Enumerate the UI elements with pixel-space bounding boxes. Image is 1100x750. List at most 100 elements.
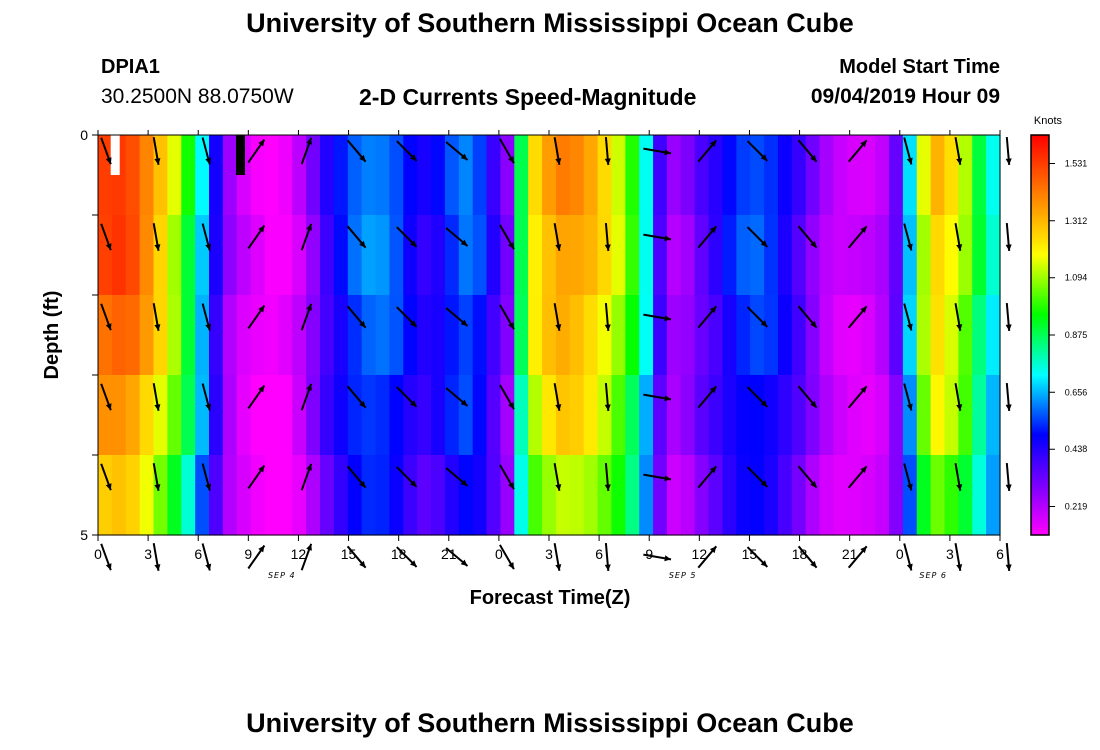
heatmap-cell	[528, 375, 543, 456]
heatmap-cell	[458, 295, 474, 376]
current-arrow	[201, 383, 212, 411]
heatmap-cell	[472, 135, 488, 216]
current-arrow	[100, 463, 112, 491]
heatmap-cell	[514, 135, 529, 216]
heatmap-cell	[750, 375, 765, 456]
current-arrow	[1005, 463, 1012, 491]
x-tick-label: 18	[391, 546, 407, 562]
heatmap-cell	[153, 375, 168, 456]
heatmap-cell	[639, 295, 654, 376]
colorbar-tick-label: 0.438	[1065, 444, 1088, 454]
current-arrow	[643, 393, 672, 402]
heatmap-cell	[916, 375, 932, 456]
y-tick-label: 0	[80, 127, 88, 143]
heatmap-cell	[916, 215, 932, 296]
x-tick-label: 12	[692, 546, 708, 562]
heatmap-cell	[500, 455, 515, 536]
heatmap-cell	[320, 375, 335, 456]
heatmap-cell	[569, 135, 585, 216]
current-arrow	[697, 225, 718, 249]
heatmap-cell	[639, 215, 654, 296]
missing-data-cell	[236, 135, 245, 175]
heatmap-cell	[764, 215, 779, 296]
heatmap-cell	[986, 135, 1001, 216]
current-arrow	[100, 383, 112, 411]
current-arrow	[300, 463, 313, 491]
heatmap-cell	[930, 215, 946, 296]
current-arrow	[445, 387, 469, 407]
heatmap-cell	[417, 135, 432, 216]
date-label: SEP 6	[919, 571, 947, 580]
x-tick-label: 15	[341, 546, 357, 562]
current-arrow	[346, 465, 367, 489]
heatmap-cell	[569, 215, 585, 296]
current-arrow	[847, 465, 868, 489]
heatmap-cell	[167, 455, 182, 536]
heatmap-cell	[417, 295, 432, 376]
heatmap-cell	[139, 295, 155, 376]
heatmap-cell	[819, 135, 835, 216]
heatmap-cell	[111, 295, 127, 376]
heatmap-cell	[403, 375, 418, 456]
current-arrow	[604, 223, 611, 251]
heatmap-cell	[833, 135, 848, 216]
x-tick-label: 15	[742, 546, 758, 562]
heatmap-cell	[791, 295, 807, 376]
current-arrow	[100, 303, 112, 331]
heatmap-cell	[306, 455, 321, 536]
heatmap-cell	[500, 295, 515, 376]
heatmap-cell	[222, 295, 238, 376]
heatmap-cell	[181, 215, 196, 296]
heatmap-cell	[181, 455, 196, 536]
current-arrow	[553, 223, 562, 251]
heatmap-cell	[472, 215, 488, 296]
heatmap-cell	[514, 295, 529, 376]
current-arrow	[300, 137, 313, 165]
heatmap-cell	[486, 135, 502, 216]
current-arrow	[445, 547, 469, 567]
heatmap-cell	[777, 215, 793, 296]
heatmap-cell	[222, 375, 238, 456]
heatmap-cell	[666, 295, 682, 376]
chart-title: 2-D Currents Speed-Magnitude	[359, 84, 697, 110]
heatmap-cell	[347, 295, 363, 376]
current-arrow	[746, 226, 769, 248]
heatmap-cell	[625, 375, 640, 456]
heatmap-cell	[542, 215, 557, 296]
heatmap-cell	[861, 375, 876, 456]
current-arrow	[553, 543, 562, 571]
current-arrow	[346, 385, 367, 409]
heatmap-cell	[583, 455, 599, 536]
heatmap-cell	[333, 455, 349, 536]
heatmap-cell	[417, 455, 432, 536]
heatmap-cell	[209, 375, 224, 456]
heatmap-cell	[597, 455, 613, 536]
heatmap-cell	[195, 135, 210, 216]
heatmap-cell	[542, 295, 557, 376]
heatmap-cell	[292, 135, 307, 216]
heatmap-cell	[444, 215, 460, 296]
heatmap-cell	[528, 215, 543, 296]
model-start-label: Model Start Time	[839, 56, 1000, 78]
heatmap-cell	[625, 455, 640, 536]
current-arrow	[847, 545, 868, 569]
heatmap-cell	[347, 455, 363, 536]
heatmap-cell	[292, 215, 307, 296]
heatmap-cell	[153, 215, 168, 296]
heatmap-cell	[916, 455, 932, 536]
current-arrow	[746, 306, 769, 328]
current-arrow	[553, 463, 562, 491]
colorbar-tick-label: 0.656	[1065, 387, 1088, 397]
current-arrow	[152, 137, 161, 165]
heatmap-cell	[750, 215, 765, 296]
current-arrow	[247, 384, 266, 410]
current-arrow	[100, 543, 112, 571]
heatmap-cell	[986, 375, 1001, 456]
current-arrow	[797, 385, 818, 409]
current-arrow	[396, 386, 418, 408]
heatmap-cell	[195, 375, 210, 456]
heatmap-cell	[375, 215, 391, 296]
x-tick-label: 12	[291, 546, 307, 562]
heatmap-cell	[222, 455, 238, 536]
